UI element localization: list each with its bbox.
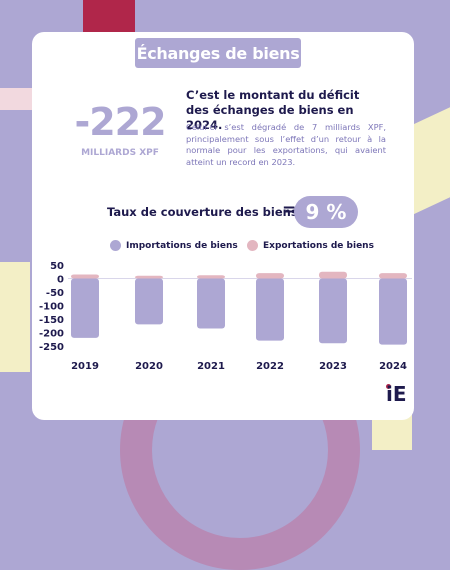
- infographic-card: [32, 32, 414, 420]
- x-tick-label: 2024: [379, 361, 407, 372]
- x-tick-label: 2021: [197, 361, 225, 372]
- legend-label-exports: Exportations de biens: [263, 240, 374, 251]
- decor-pink-block: [0, 88, 40, 110]
- x-tick-label: 2022: [256, 361, 284, 372]
- logo-dot: [386, 384, 391, 389]
- x-tick-label: 2019: [71, 361, 99, 372]
- bar-exports-2024: [379, 273, 407, 279]
- body-text: Celui-ci s’est dégradé de 7 milliards XP…: [186, 122, 386, 167]
- y-tick-label: 50: [50, 261, 64, 272]
- legend-swatch-imports: [110, 240, 121, 251]
- bar-imports-2024: [379, 278, 407, 345]
- y-tick-label: 0: [57, 275, 64, 286]
- legend-item-imports: Importations de biens: [110, 240, 238, 251]
- coverage-label: Taux de couverture des biens: [107, 205, 298, 219]
- x-tick-label: 2020: [135, 361, 163, 372]
- y-tick-label: -250: [39, 342, 64, 353]
- legend-label-imports: Importations de biens: [126, 240, 238, 251]
- legend-item-exports: Exportations de biens: [247, 240, 374, 251]
- x-tick-label: 2023: [319, 361, 347, 372]
- deficit-value: -222: [74, 100, 166, 144]
- bar-imports-2020: [135, 278, 163, 325]
- coverage-value: 9 %: [294, 196, 358, 228]
- y-tick-label: -200: [39, 329, 64, 340]
- page-title: Échanges de biens: [135, 38, 301, 68]
- decor-yellow-block-left: [0, 262, 30, 372]
- bar-imports-2021: [197, 278, 225, 329]
- bar-imports-2022: [256, 278, 284, 341]
- bar-exports-2023: [319, 271, 347, 279]
- deficit-unit: MILLIARDS XPF: [81, 148, 159, 158]
- y-tick-label: -100: [39, 302, 64, 313]
- bar-exports-2022: [256, 273, 284, 279]
- bar-exports-2019: [71, 274, 99, 279]
- bar-exports-2020: [135, 275, 163, 279]
- coverage-equals-sign: =: [282, 200, 297, 220]
- legend-swatch-exports: [247, 240, 258, 251]
- bar-exports-2021: [197, 275, 225, 279]
- trade-balance-chart: 50 0 -50 -100 -150 -200 -250 2019 2020 2021 2022 20…: [39, 261, 412, 372]
- y-tick-label: -50: [46, 288, 64, 299]
- y-tick-label: -150: [39, 315, 64, 326]
- bar-imports-2023: [319, 278, 347, 344]
- headline: C’est le montant du déficit des échanges…: [186, 88, 360, 132]
- ieom-logo: iE: [386, 382, 407, 406]
- bar-imports-2019: [71, 278, 99, 338]
